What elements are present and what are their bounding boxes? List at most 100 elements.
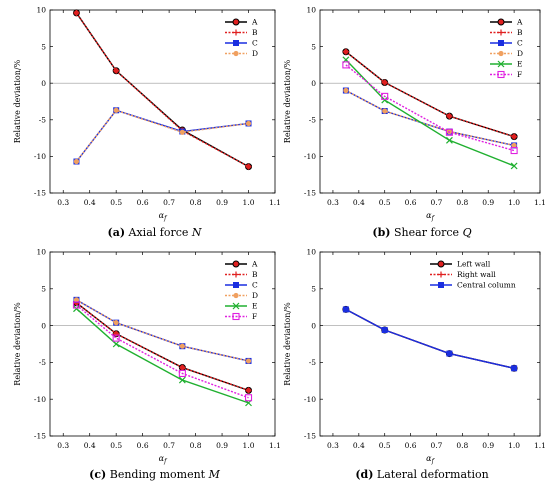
caption-text: Axial force xyxy=(128,226,192,239)
legend-marker xyxy=(233,282,239,288)
data-point xyxy=(178,376,186,384)
data-point xyxy=(511,133,518,140)
legend-label: D xyxy=(252,49,258,58)
x-tick-label: 0.6 xyxy=(137,198,149,207)
legend-label: C xyxy=(517,39,523,48)
data-point xyxy=(113,320,119,326)
data-point xyxy=(445,128,453,136)
legend-label: B xyxy=(252,28,258,37)
y-tick-label: -10 xyxy=(304,395,316,404)
legend-label: B xyxy=(517,28,523,37)
y-tick-label: -5 xyxy=(39,116,47,125)
panel-caption: (d) Lateral deformation xyxy=(355,468,488,481)
legend-marker-b xyxy=(232,302,240,310)
y-tick-label: 0 xyxy=(41,79,46,88)
data-point-b xyxy=(112,340,120,348)
series-line xyxy=(345,308,515,369)
legend-label: Central column xyxy=(457,281,516,290)
y-tick-label: 5 xyxy=(311,285,316,294)
series-right-wall xyxy=(342,306,518,372)
series-line xyxy=(76,299,249,362)
caption-symbol: Q xyxy=(463,226,472,239)
y-tick-label: 0 xyxy=(41,321,46,330)
plot-frame xyxy=(319,251,541,437)
x-tick-label: 0.9 xyxy=(482,441,494,450)
data-point xyxy=(113,330,120,337)
x-tick-label: 0.9 xyxy=(216,198,228,207)
y-tick-label: 5 xyxy=(41,285,46,294)
legend-label: B xyxy=(252,270,258,279)
x-tick-label: 0.7 xyxy=(163,198,175,207)
data-point xyxy=(113,67,120,74)
y-tick-label: -15 xyxy=(304,189,316,198)
y-tick-label: -15 xyxy=(34,189,46,198)
legend-marker xyxy=(232,302,240,310)
x-tick-label: 0.9 xyxy=(216,441,228,450)
x-tick-label: 0.7 xyxy=(431,441,443,450)
y-tick-label: 10 xyxy=(36,6,46,15)
data-point xyxy=(245,358,252,364)
y-tick-label: 0 xyxy=(311,321,316,330)
plot-frame xyxy=(49,9,276,194)
legend-marker-b xyxy=(497,60,505,68)
data-point xyxy=(343,87,349,94)
legend-label: A xyxy=(251,18,258,27)
x-tick-label: 0.4 xyxy=(353,198,365,207)
x-tick-label: 0.6 xyxy=(137,441,149,450)
legend-marker xyxy=(498,50,504,57)
legend-marker xyxy=(438,282,444,288)
x-tick-label: 0.3 xyxy=(57,441,69,450)
legend-marker xyxy=(497,70,505,79)
x-tick-label: 0.8 xyxy=(190,198,202,207)
y-tick-label: -10 xyxy=(304,152,316,161)
y-axis-label: Relative deviation/% xyxy=(283,302,292,386)
x-tick-label: 0.6 xyxy=(405,441,417,450)
caption-letter: (c) xyxy=(89,468,106,481)
data-point xyxy=(72,301,81,309)
series-line xyxy=(345,89,515,147)
x-tick-label: 1.1 xyxy=(269,441,281,450)
x-tick-label: 0.5 xyxy=(379,441,391,450)
series-line xyxy=(345,308,515,369)
series-left-wall xyxy=(342,305,518,372)
data-point xyxy=(510,146,518,155)
panel-caption: (c) Bending moment M xyxy=(89,468,220,481)
series-line xyxy=(345,308,515,369)
y-tick-label: 10 xyxy=(306,6,316,15)
y-tick-label: -5 xyxy=(309,358,317,367)
legend-marker xyxy=(233,50,239,57)
y-tick-label: -5 xyxy=(309,116,317,125)
caption-text: Bending moment xyxy=(110,468,209,481)
data-point xyxy=(445,136,453,144)
x-tick-label: 0.3 xyxy=(327,441,339,450)
series-line xyxy=(345,59,515,167)
legend-label: F xyxy=(517,70,522,79)
data-point xyxy=(73,158,80,165)
caption-letter: (b) xyxy=(372,226,390,239)
data-point xyxy=(381,327,388,334)
caption-text: Shear force xyxy=(394,226,463,239)
x-axis-label: αf xyxy=(159,454,168,465)
data-point-b xyxy=(73,305,80,313)
plot-frame xyxy=(319,9,541,194)
chart-panel-0: 0.3 0.4 0.5 0.6 0.7 0.8 0.9 1.0 1.1 -15 -10 -5 0 5 10 R… xyxy=(13,6,281,239)
data-point-b xyxy=(510,162,518,170)
x-tick-label: 0.8 xyxy=(190,441,202,450)
x-tick-label: 1.0 xyxy=(243,198,255,207)
y-tick-label: -15 xyxy=(304,432,316,441)
chart-panel-1: 0.3 0.4 0.5 0.6 0.7 0.8 0.9 1.0 1.1 -15 -10 -5 0 5 10 R… xyxy=(283,6,546,239)
chart-panel-3: 0.3 0.4 0.5 0.6 0.7 0.8 0.9 1.0 1.1 -15 -10 -5 0 5 10 R… xyxy=(283,248,546,481)
series-line xyxy=(345,51,515,138)
data-point xyxy=(381,79,388,86)
x-tick-label: 0.8 xyxy=(456,441,468,450)
series-line xyxy=(76,308,249,404)
series-line xyxy=(75,109,249,162)
legend-label: F xyxy=(252,312,257,321)
x-axis-label: αf xyxy=(426,454,435,465)
series-b xyxy=(342,48,518,140)
series-d xyxy=(73,107,252,165)
data-point xyxy=(342,48,349,55)
